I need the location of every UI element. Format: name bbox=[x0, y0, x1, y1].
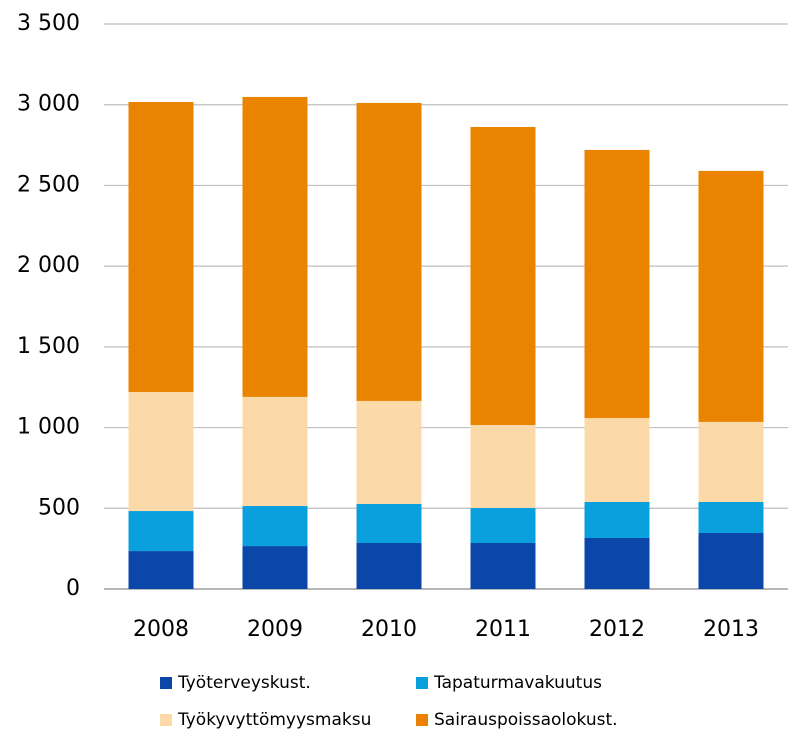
x-tick-label: 2010 bbox=[361, 617, 417, 642]
x-tick-label: 2011 bbox=[475, 617, 531, 642]
legend-label: Sairauspoissaolokust. bbox=[434, 710, 618, 730]
bar-segment bbox=[470, 424, 536, 508]
legend-swatch bbox=[416, 714, 428, 726]
y-tick-label: 1 000 bbox=[17, 415, 80, 440]
legend-label: Työterveyskust. bbox=[177, 673, 311, 693]
bar-segment bbox=[584, 537, 650, 589]
bar-segment bbox=[698, 501, 764, 533]
bar-segment bbox=[242, 546, 308, 589]
x-tick-label: 2013 bbox=[703, 617, 759, 642]
bar-segment bbox=[470, 542, 536, 589]
bar-segment bbox=[128, 101, 194, 393]
bar-segment bbox=[356, 400, 422, 504]
y-tick-label: 2 000 bbox=[17, 253, 80, 278]
x-tick-label: 2008 bbox=[133, 617, 189, 642]
x-tick-label: 2009 bbox=[247, 617, 303, 642]
bar-segment bbox=[242, 96, 308, 397]
y-tick-label: 3 500 bbox=[17, 11, 80, 36]
bar-segment bbox=[698, 421, 764, 502]
bar-segment bbox=[584, 149, 650, 419]
bar-segment bbox=[356, 503, 422, 543]
legend-swatch bbox=[416, 677, 428, 689]
bar-segment bbox=[470, 507, 536, 543]
bar-segment bbox=[356, 542, 422, 589]
bar-segment bbox=[242, 506, 308, 547]
bar-segment bbox=[470, 126, 536, 425]
y-tick-label: 500 bbox=[38, 495, 80, 520]
bar-segment bbox=[128, 551, 194, 589]
y-tick-label: 1 500 bbox=[17, 334, 80, 359]
x-tick-label: 2012 bbox=[589, 617, 645, 642]
bar-segment bbox=[128, 392, 194, 512]
y-tick-label: 3 000 bbox=[17, 92, 80, 117]
legend-swatch bbox=[160, 677, 172, 689]
y-tick-label: 0 bbox=[66, 576, 80, 601]
bar-segment bbox=[584, 418, 650, 502]
legend-label: Tapaturmavakuutus bbox=[433, 673, 602, 693]
y-tick-label: 2 500 bbox=[17, 172, 80, 197]
bar-segment bbox=[242, 396, 308, 507]
bar-segment bbox=[356, 102, 422, 401]
legend-swatch bbox=[160, 714, 172, 726]
bar-segment bbox=[698, 532, 764, 589]
legend-label: Työkyvyttömyysmaksu bbox=[177, 710, 371, 730]
bar-segment bbox=[698, 170, 764, 422]
bar-segment bbox=[584, 501, 650, 538]
bar-segment bbox=[128, 511, 194, 552]
